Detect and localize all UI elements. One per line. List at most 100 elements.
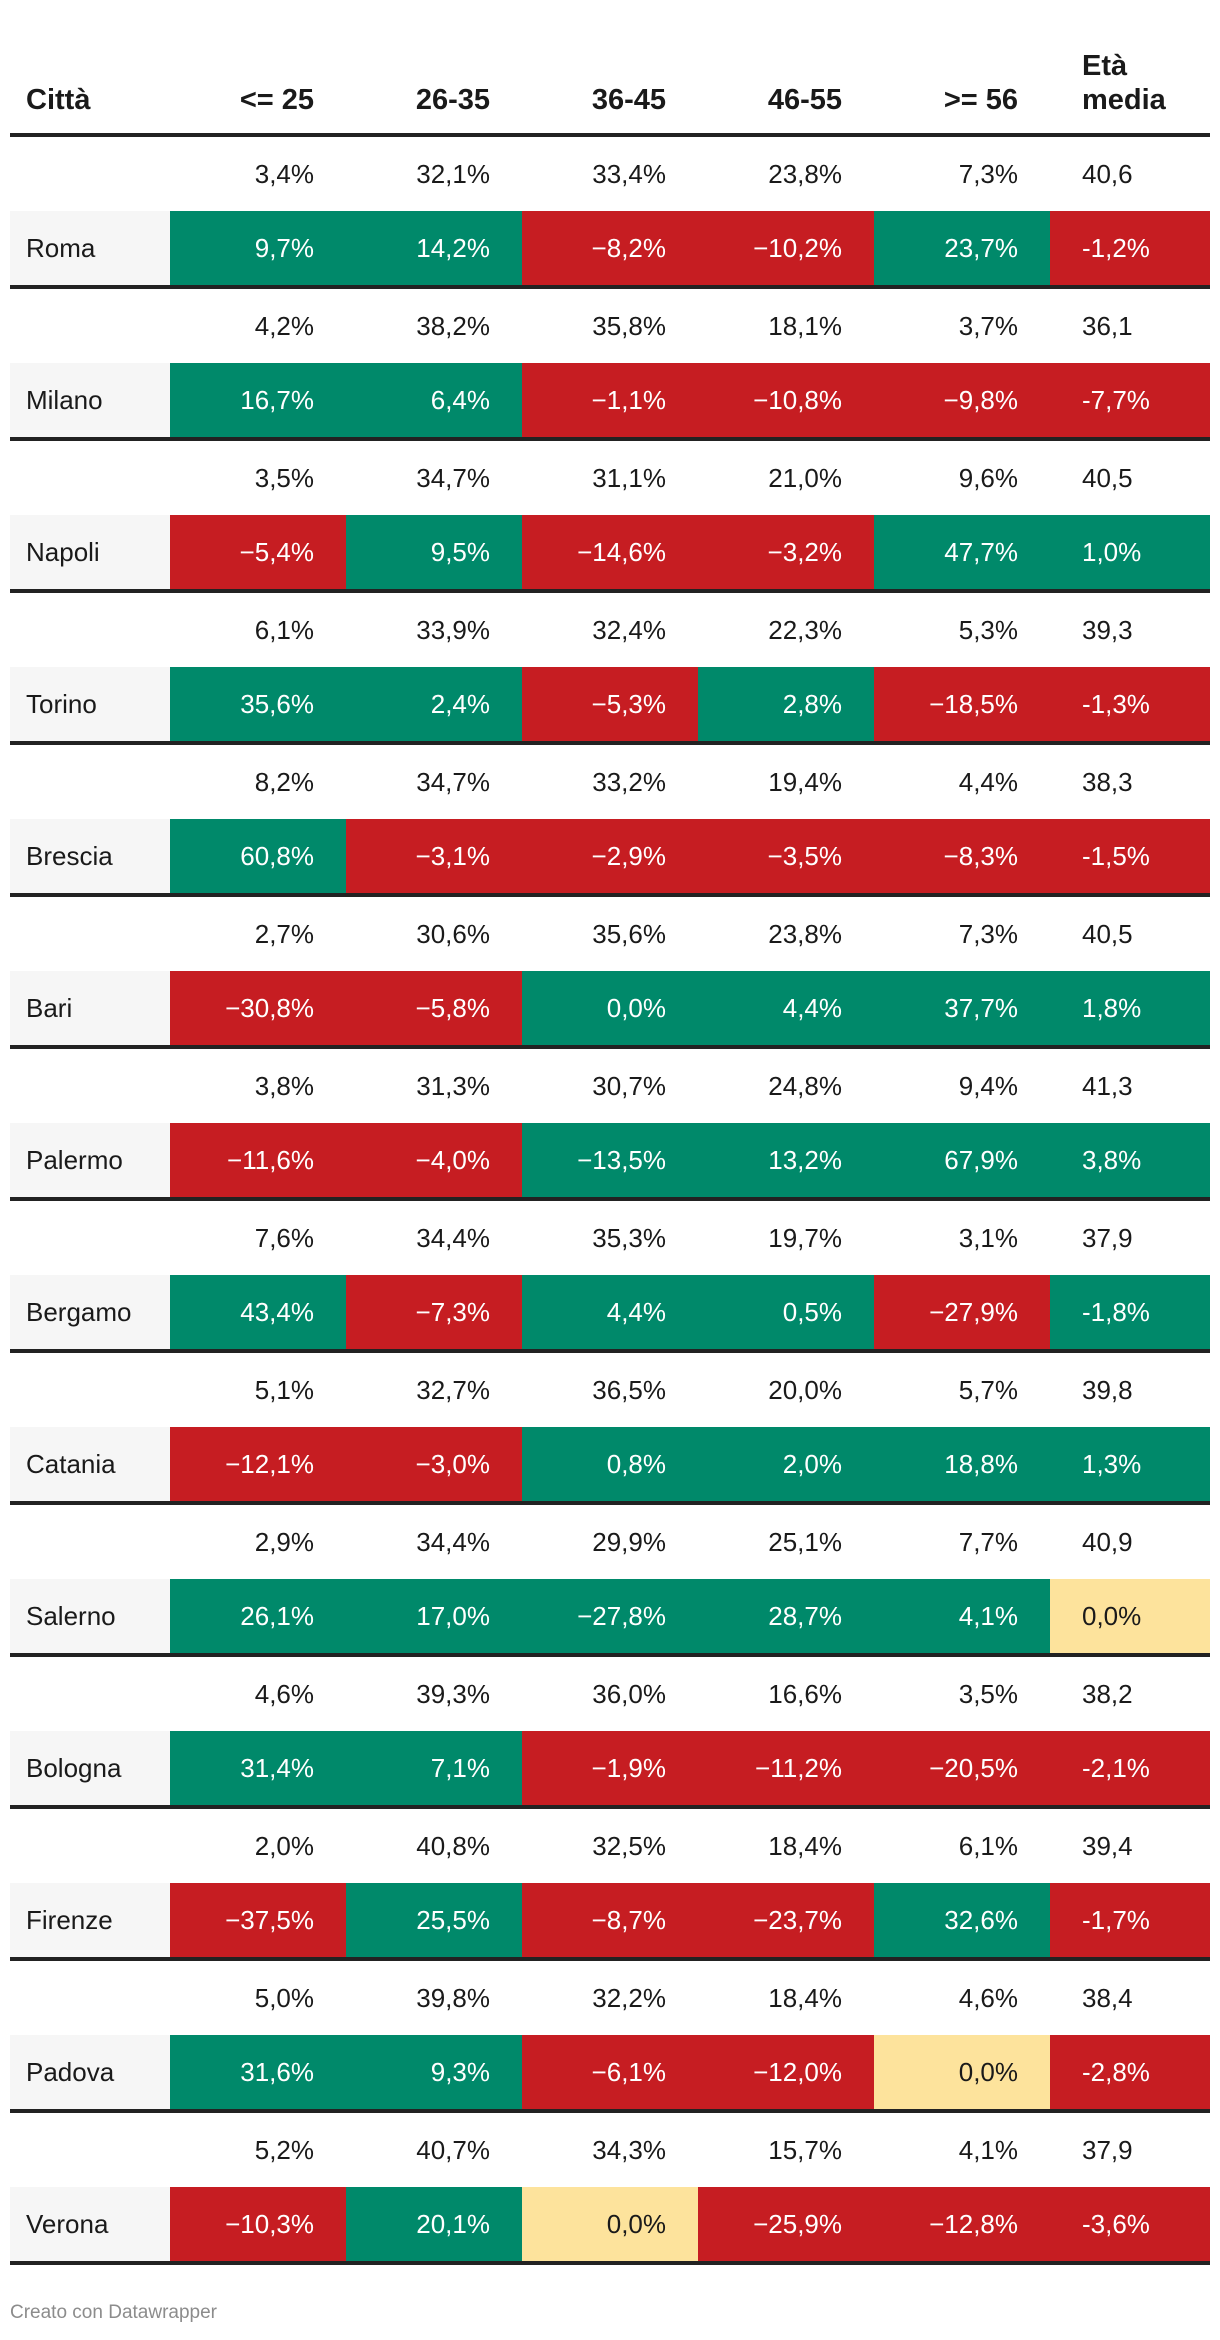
delta-row-brescia: Brescia 60,8% −3,1% −2,9% −3,5% −8,3% -1,5% xyxy=(10,819,1210,897)
share-row-padova: 5,0% 39,8% 32,2% 18,4% 4,6% 38,4 xyxy=(10,1959,1210,2035)
average-age-delta-cell: -1,3% xyxy=(1050,667,1210,745)
share-cell: 40,8% xyxy=(346,1807,522,1883)
delta-cell: −25,9% xyxy=(698,2187,874,2265)
average-age-delta-cell: -1,2% xyxy=(1050,211,1210,289)
city-name: Bari xyxy=(10,971,170,1049)
delta-cell: −3,1% xyxy=(346,819,522,897)
delta-cell: −10,8% xyxy=(698,363,874,441)
share-cell: 19,7% xyxy=(698,1199,874,1275)
share-cell: 24,8% xyxy=(698,1047,874,1123)
delta-cell: 60,8% xyxy=(170,819,346,897)
share-cell: 34,4% xyxy=(346,1199,522,1275)
share-cell: 23,8% xyxy=(698,135,874,211)
share-cell: 3,8% xyxy=(170,1047,346,1123)
average-age-delta-cell: -1,8% xyxy=(1050,1275,1210,1353)
column-header-age-36-45[interactable]: 36-45 xyxy=(522,0,698,137)
city-name: Verona xyxy=(10,2187,170,2265)
delta-cell: −18,5% xyxy=(874,667,1050,745)
share-row-brescia: 8,2% 34,7% 33,2% 19,4% 4,4% 38,3 xyxy=(10,743,1210,819)
share-cell: 2,9% xyxy=(170,1503,346,1579)
delta-cell: 9,7% xyxy=(170,211,346,289)
delta-row-bologna: Bologna 31,4% 7,1% −1,9% −11,2% −20,5% -2,1% xyxy=(10,1731,1210,1809)
average-age-delta-cell: 1,8% xyxy=(1050,971,1210,1049)
delta-cell: 23,7% xyxy=(874,211,1050,289)
share-cell: 35,8% xyxy=(522,287,698,363)
delta-cell: 35,6% xyxy=(170,667,346,745)
column-header-age-56[interactable]: >= 56 xyxy=(874,0,1050,137)
average-age-cell: 41,3 xyxy=(1050,1047,1210,1123)
share-cell: 2,7% xyxy=(170,895,346,971)
share-row-catania: 5,1% 32,7% 36,5% 20,0% 5,7% 39,8 xyxy=(10,1351,1210,1427)
delta-cell: 43,4% xyxy=(170,1275,346,1353)
share-cell: 3,5% xyxy=(170,439,346,515)
average-age-cell: 37,9 xyxy=(1050,1199,1210,1275)
delta-cell: 32,6% xyxy=(874,1883,1050,1961)
average-age-cell: 39,3 xyxy=(1050,591,1210,667)
delta-cell: 14,2% xyxy=(346,211,522,289)
share-row-firenze: 2,0% 40,8% 32,5% 18,4% 6,1% 39,4 xyxy=(10,1807,1210,1883)
city-name: Padova xyxy=(10,2035,170,2113)
column-header-city[interactable]: Città xyxy=(10,0,170,137)
delta-cell: −9,8% xyxy=(874,363,1050,441)
delta-row-napoli: Napoli −5,4% 9,5% −14,6% −3,2% 47,7% 1,0% xyxy=(10,515,1210,593)
data-table-container: Città <= 25 26-35 36-45 46-55 >= 56 Età … xyxy=(10,0,1210,2265)
average-age-cell: 36,1 xyxy=(1050,287,1210,363)
share-cell: 5,3% xyxy=(874,591,1050,667)
share-cell: 35,6% xyxy=(522,895,698,971)
delta-cell: 6,4% xyxy=(346,363,522,441)
share-cell: 39,8% xyxy=(346,1959,522,2035)
footer-credit[interactable]: Creato con Datawrapper xyxy=(10,2302,217,2323)
column-header-average-age[interactable]: Età media xyxy=(1050,0,1210,137)
share-cell: 5,2% xyxy=(170,2111,346,2187)
average-age-delta-cell: 1,0% xyxy=(1050,515,1210,593)
share-cell: 25,1% xyxy=(698,1503,874,1579)
column-header-age-46-55[interactable]: 46-55 xyxy=(698,0,874,137)
city-name: Bergamo xyxy=(10,1275,170,1353)
header-row: Città <= 25 26-35 36-45 46-55 >= 56 Età … xyxy=(10,0,1210,137)
delta-cell: 2,8% xyxy=(698,667,874,745)
delta-cell: −8,2% xyxy=(522,211,698,289)
share-cell: 7,6% xyxy=(170,1199,346,1275)
share-cell: 18,1% xyxy=(698,287,874,363)
delta-row-bari: Bari −30,8% −5,8% 0,0% 4,4% 37,7% 1,8% xyxy=(10,971,1210,1049)
delta-cell: 0,0% xyxy=(522,971,698,1049)
city-name: Milano xyxy=(10,363,170,441)
share-cell: 3,5% xyxy=(874,1655,1050,1731)
share-cell: 16,6% xyxy=(698,1655,874,1731)
column-header-age-25[interactable]: <= 25 xyxy=(170,0,346,137)
delta-cell: 20,1% xyxy=(346,2187,522,2265)
city-name: Palermo xyxy=(10,1123,170,1201)
share-row-spacer xyxy=(10,1047,170,1123)
delta-cell: 17,0% xyxy=(346,1579,522,1657)
average-age-delta-cell: 3,8% xyxy=(1050,1123,1210,1201)
delta-cell: −23,7% xyxy=(698,1883,874,1961)
delta-cell: −8,7% xyxy=(522,1883,698,1961)
table-body: 3,4% 32,1% 33,4% 23,8% 7,3% 40,6 Roma 9,7% 14,2%… xyxy=(10,135,1210,2265)
share-cell: 39,3% xyxy=(346,1655,522,1731)
delta-cell: 7,1% xyxy=(346,1731,522,1809)
average-age-cell: 40,9 xyxy=(1050,1503,1210,1579)
column-header-age-26-35[interactable]: 26-35 xyxy=(346,0,522,137)
average-age-delta-cell: 1,3% xyxy=(1050,1427,1210,1505)
delta-cell: 16,7% xyxy=(170,363,346,441)
delta-cell: −3,0% xyxy=(346,1427,522,1505)
share-cell: 18,4% xyxy=(698,1959,874,2035)
share-cell: 35,3% xyxy=(522,1199,698,1275)
delta-cell: −3,2% xyxy=(698,515,874,593)
delta-cell: −30,8% xyxy=(170,971,346,1049)
delta-row-torino: Torino 35,6% 2,4% −5,3% 2,8% −18,5% -1,3% xyxy=(10,667,1210,745)
share-cell: 7,7% xyxy=(874,1503,1050,1579)
delta-cell: 28,7% xyxy=(698,1579,874,1657)
share-row-spacer xyxy=(10,2111,170,2187)
average-age-cell: 39,4 xyxy=(1050,1807,1210,1883)
share-cell: 20,0% xyxy=(698,1351,874,1427)
delta-cell: 0,5% xyxy=(698,1275,874,1353)
average-age-cell: 40,5 xyxy=(1050,439,1210,515)
delta-cell: 9,5% xyxy=(346,515,522,593)
share-cell: 31,3% xyxy=(346,1047,522,1123)
share-cell: 3,1% xyxy=(874,1199,1050,1275)
delta-cell: 0,8% xyxy=(522,1427,698,1505)
delta-cell: 2,4% xyxy=(346,667,522,745)
share-cell: 3,7% xyxy=(874,287,1050,363)
delta-cell: 4,1% xyxy=(874,1579,1050,1657)
